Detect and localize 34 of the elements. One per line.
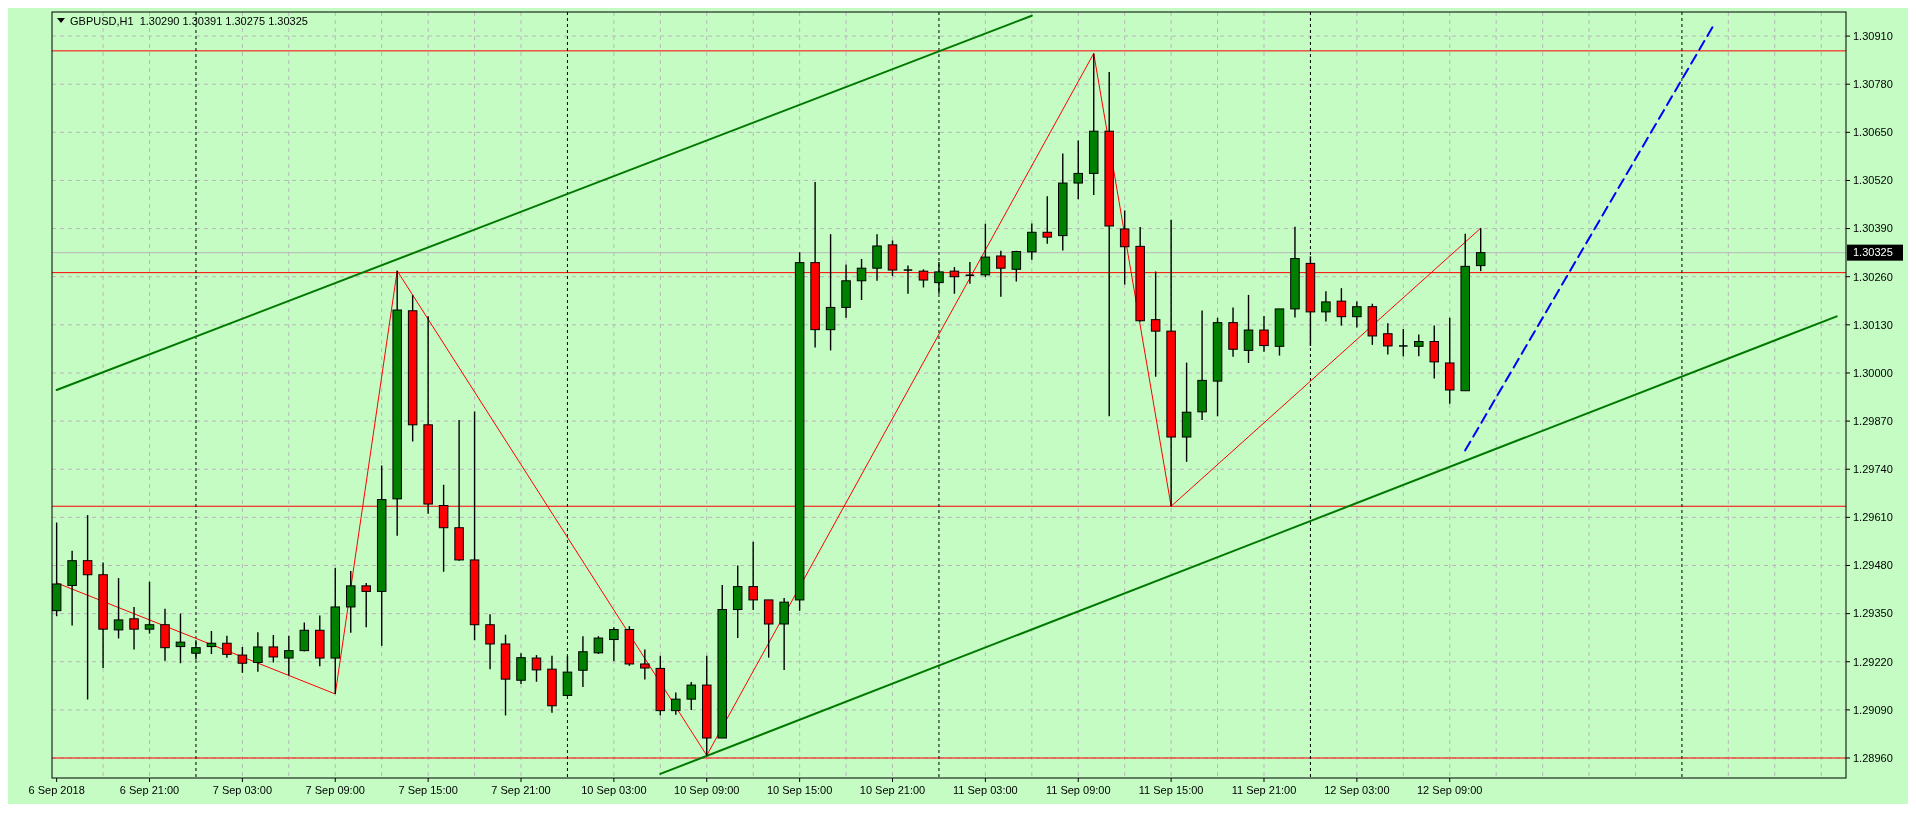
x-tick-label: 12 Sep 03:00 xyxy=(1324,784,1390,796)
y-tick-label: 1.28960 xyxy=(1853,751,1893,764)
y-tick-label: 1.30520 xyxy=(1853,174,1893,187)
x-tick-label: 7 Sep 09:00 xyxy=(305,784,365,796)
y-tick-label: 1.30130 xyxy=(1853,318,1893,331)
y-tick-label: 1.29090 xyxy=(1853,703,1893,716)
y-tick-label: 1.29610 xyxy=(1853,511,1893,524)
y-tick-label: 1.30000 xyxy=(1853,366,1893,379)
x-tick-label: 11 Sep 15:00 xyxy=(1138,784,1204,796)
y-tick-label: 1.29480 xyxy=(1853,559,1893,572)
y-tick-label: 1.30390 xyxy=(1853,222,1893,235)
y-tick-label: 1.30650 xyxy=(1853,126,1893,139)
x-tick-label: 7 Sep 03:00 xyxy=(212,784,273,796)
y-tick-label: 1.29740 xyxy=(1853,463,1893,476)
chart-title: GBPUSD,H1 1.30290 1.30391 1.30275 1.30325 xyxy=(70,15,308,27)
ref-line-label: 1.30325 xyxy=(1853,246,1893,259)
x-tick-label: 7 Sep 21:00 xyxy=(491,784,551,796)
x-tick-label: 11 Sep 09:00 xyxy=(1045,784,1111,796)
x-tick-label: 7 Sep 15:00 xyxy=(398,784,458,796)
x-tick-label: 10 Sep 21:00 xyxy=(859,784,926,796)
y-tick-label: 1.30780 xyxy=(1853,78,1893,91)
x-tick-label: 10 Sep 03:00 xyxy=(581,784,647,796)
x-tick-label: 6 Sep 21:00 xyxy=(119,784,180,796)
y-tick-label: 1.30260 xyxy=(1853,270,1893,283)
y-tick-label: 1.29870 xyxy=(1853,414,1893,427)
x-tick-label: 11 Sep 21:00 xyxy=(1231,784,1297,796)
y-tick-label: 1.29220 xyxy=(1853,655,1893,668)
x-tick-label: 6 Sep 2018 xyxy=(28,784,85,796)
y-tick-label: 1.29350 xyxy=(1853,607,1893,620)
y-tick-label: 1.30910 xyxy=(1853,29,1893,42)
x-tick-label: 10 Sep 15:00 xyxy=(766,784,833,796)
x-tick-label: 10 Sep 09:00 xyxy=(674,784,740,796)
x-tick-label: 12 Sep 09:00 xyxy=(1417,784,1483,796)
x-tick-label: 11 Sep 03:00 xyxy=(953,784,1018,796)
